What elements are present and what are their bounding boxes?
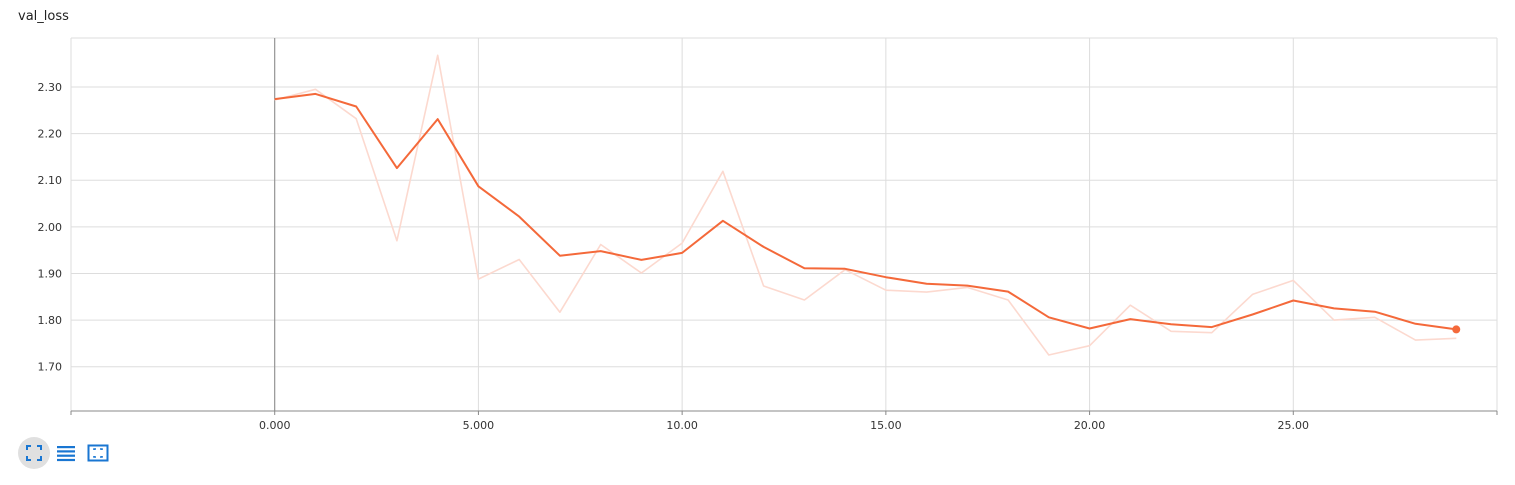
x-tick-label: 10.00 [666,419,698,432]
y-tick-label: 1.80 [38,314,63,327]
x-tick-label: 25.00 [1278,419,1310,432]
fit-to-data-icon [87,444,109,462]
line-chart[interactable]: 0.000 5.000 10.00 15.00 20.00 25.00 1.70 1.80 1.… [0,0,1515,435]
x-tick-label: 15.00 [870,419,902,432]
x-tick-label: 20.00 [1074,419,1106,432]
x-tick-label: 0.000 [259,419,291,432]
chart-title: val_loss [18,9,69,24]
smoothed-series-line [274,92,1457,331]
fit-domain-button[interactable] [82,437,114,469]
grid-layer [70,37,1498,411]
axis-layer [70,38,1498,415]
tick-label-layer: 0.000 5.000 10.00 15.00 20.00 25.00 1.70 1.80 1.… [38,81,1310,432]
y-tick-label: 2.20 [38,128,63,141]
y-tick-label: 2.00 [38,221,63,234]
y-tick-label: 2.10 [38,174,63,187]
x-tick-label: 5.000 [463,419,495,432]
list-icon [57,446,75,462]
y-tick-label: 1.70 [38,361,63,374]
y-tick-label: 2.30 [38,81,63,94]
y-tick-label: 1.90 [38,267,63,280]
chart-toolbar [18,436,114,470]
series-layer [274,54,1461,356]
last-point-marker[interactable] [1452,325,1461,334]
raw-series-line [274,54,1457,356]
toggle-log-scale-button[interactable] [50,437,82,469]
fullscreen-icon [26,445,42,461]
expand-chart-button[interactable] [18,437,50,469]
